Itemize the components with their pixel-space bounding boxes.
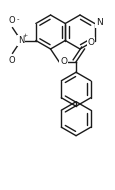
Text: O: O	[87, 38, 94, 47]
Text: -: -	[16, 16, 19, 22]
Text: +: +	[22, 33, 27, 38]
Text: O: O	[8, 56, 15, 65]
Text: N: N	[18, 36, 24, 45]
Text: N: N	[95, 18, 102, 27]
Text: O: O	[60, 57, 66, 66]
Text: O: O	[8, 16, 15, 25]
